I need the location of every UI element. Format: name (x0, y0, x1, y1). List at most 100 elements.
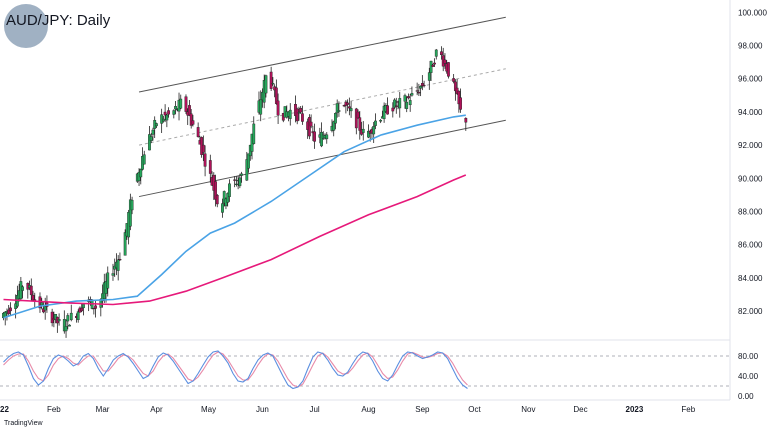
time-tick-label: Jul (309, 405, 319, 414)
candle-body (184, 96, 188, 112)
candle-body (334, 112, 337, 124)
time-tick-label: Mar (96, 405, 110, 414)
candle-body (188, 105, 191, 116)
candle-body (386, 105, 389, 115)
sma-slow-line (3, 174, 467, 306)
candle-body (269, 71, 273, 89)
chart-title: AUD/JPY: Daily (6, 12, 111, 29)
candle-body (431, 64, 435, 67)
stochastic-d-line (3, 351, 468, 388)
candle-body (335, 103, 339, 113)
candle-body (62, 319, 66, 332)
candle-body (349, 108, 353, 112)
candle-body (9, 307, 12, 312)
stochastic-tick-label: 0.00 (738, 392, 754, 401)
candle-body (54, 314, 58, 320)
price-axis-ticks: 100.000 98.000 96.000 94.000 92.000 90.000 88.… (738, 8, 767, 316)
candle-body (172, 110, 176, 115)
candle-body (332, 121, 336, 131)
logo-icon (4, 4, 48, 48)
candle-body (50, 311, 54, 324)
time-tick-label: Feb (681, 405, 695, 414)
candle-body (161, 118, 165, 122)
candle-body (288, 109, 292, 119)
time-tick-label: Aug (361, 405, 375, 414)
candle-body (410, 93, 414, 96)
price-tick-label: 94.000 (738, 108, 763, 117)
candle-body (43, 306, 47, 311)
candle-body (222, 191, 226, 204)
candle-body (379, 120, 383, 122)
candle-body (307, 117, 311, 137)
candle-body (320, 132, 323, 147)
candle-body (346, 102, 350, 105)
candle-body (215, 194, 219, 205)
candle-body (271, 83, 275, 85)
candle-body (347, 106, 351, 109)
price-tick-label: 100.000 (738, 8, 767, 17)
price-tick-label: 90.000 (738, 174, 763, 183)
price-tick-label: 88.000 (738, 208, 763, 217)
candle-body (76, 311, 80, 320)
price-tick-label: 92.000 (738, 141, 763, 150)
time-axis-ticks: 2022 Feb Mar Apr May Jun Jul Aug Sep Oct Nov Dec 202… (0, 405, 696, 414)
candle-body (374, 120, 377, 126)
candle-body (106, 272, 110, 289)
candle-body (245, 159, 249, 181)
time-tick-label: 2023 (626, 405, 644, 414)
candle-body (433, 62, 436, 65)
stochastic-tick-label: 40.00 (738, 372, 759, 381)
stochastic-tick-label: 80.00 (738, 352, 759, 361)
candle-body (189, 113, 193, 126)
candle-body (40, 302, 44, 306)
price-tick-label: 82.000 (738, 307, 763, 316)
candle-body (142, 154, 146, 165)
candle-body (419, 86, 423, 89)
time-tick-label: 2022 (0, 405, 9, 414)
candle-body (391, 107, 395, 112)
candle-body (420, 83, 424, 87)
candle-body (447, 62, 450, 77)
candle-body (203, 153, 207, 167)
candle-body (234, 183, 238, 185)
price-channel (138, 16, 506, 198)
candle-body (196, 127, 200, 137)
candle-body (440, 51, 443, 56)
time-tick-label: Feb (47, 405, 61, 414)
candle-body (295, 108, 299, 122)
candle-body (309, 121, 313, 127)
candle-body (405, 101, 409, 109)
candle-body (179, 98, 183, 109)
stochastic-k-line (3, 350, 468, 390)
candle-body (201, 144, 205, 153)
candle-body (417, 92, 421, 94)
candle-body (313, 131, 316, 142)
candle-body (226, 193, 230, 203)
stochastic-pane: 80.00 40.00 0.00 (0, 350, 759, 401)
price-tick-label: 96.000 (738, 75, 763, 84)
price-pane: 100.000 98.000 96.000 94.000 92.000 90.000 88.… (0, 0, 767, 400)
candle-body (325, 134, 329, 140)
candle-body (151, 129, 155, 135)
candle-body (64, 326, 68, 332)
candle-body (464, 118, 468, 123)
candle-body (68, 324, 71, 327)
candle-body (274, 87, 278, 104)
candle-body (82, 304, 85, 309)
candle-body (403, 95, 407, 102)
stochastic-axis-ticks: 80.00 40.00 0.00 (738, 352, 759, 401)
candle-body (429, 60, 433, 73)
time-tick-label: Apr (150, 405, 163, 414)
stochastic-lines (0, 350, 730, 390)
candle-body (21, 286, 24, 291)
candle-body (252, 123, 256, 144)
candle-body (57, 318, 61, 322)
price-tick-label: 84.000 (738, 274, 763, 283)
candle-body (301, 113, 304, 122)
candle-body (240, 173, 243, 176)
candle-body (367, 130, 370, 138)
candle-body (233, 179, 237, 181)
candle-body (354, 108, 358, 129)
candle-body (453, 81, 457, 92)
candle-body (247, 153, 250, 169)
